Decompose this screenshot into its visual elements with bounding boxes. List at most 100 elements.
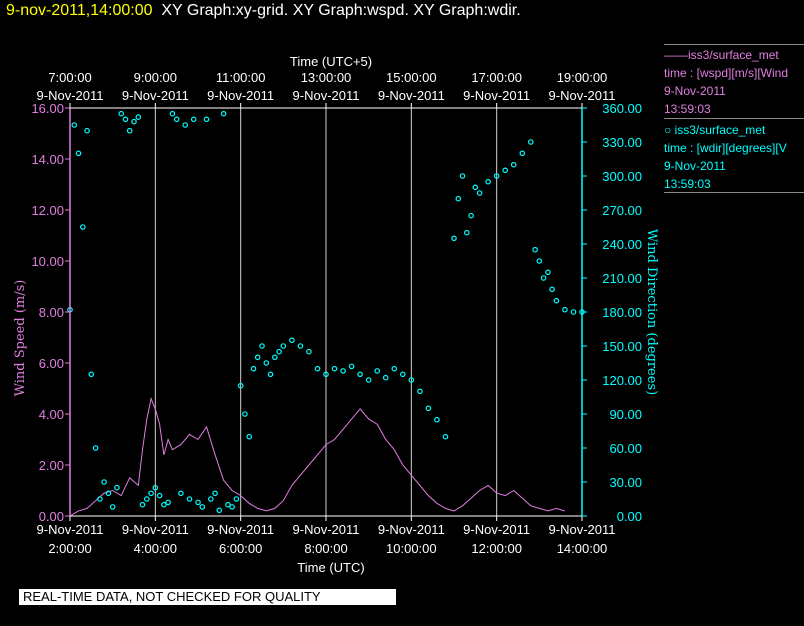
wdir-point	[532, 246, 538, 253]
left-tick-label: 14.00	[31, 152, 64, 167]
wdir-point	[199, 504, 206, 510]
bottom-tick-date: 9-Nov-2011	[37, 522, 104, 537]
legend-line-marker: ——	[664, 48, 688, 62]
bottom-tick-time: 10:00:00	[386, 541, 437, 556]
wspd-line	[69, 397, 566, 517]
right-tick-label: 270.00	[602, 203, 642, 218]
legend-circle-marker: ○	[664, 123, 675, 137]
wdir-series	[67, 110, 585, 514]
legend-wspd-name: iss3/surface_met	[688, 48, 779, 62]
wdir-point	[126, 127, 133, 134]
wdir-point	[463, 229, 470, 236]
wdir-point	[118, 110, 125, 117]
wdir-point	[152, 484, 159, 491]
wdir-point	[391, 365, 398, 372]
wdir-point	[101, 479, 107, 485]
wdir-point	[229, 504, 235, 510]
top-tick-date: 9-Nov-2011	[378, 88, 445, 103]
wdir-point	[220, 110, 227, 117]
wdir-point	[485, 178, 491, 185]
wdir-point	[374, 368, 381, 374]
legend-wdir-name: iss3/surface_met	[674, 123, 766, 137]
wdir-point	[267, 371, 274, 378]
wdir-point	[212, 490, 218, 497]
legend-separator	[664, 44, 804, 45]
bottom-axis-ticks: 9-Nov-2011 2:00:00 9-Nov-2011 4:00:00 9-Nov-…	[37, 516, 616, 556]
wdir-point	[75, 150, 82, 157]
wdir-point	[161, 501, 167, 508]
wdir-point	[233, 496, 240, 502]
wdir-point	[382, 374, 389, 381]
wdir-point	[476, 190, 483, 196]
wdir-point	[553, 297, 560, 304]
legend-entry-wdir: ○ iss3/surface_met time : [wdir][degrees…	[664, 121, 804, 193]
right-axis-ticks: 0.00 30.00 60.00 90.00 120.00 150.00 180.00 210…	[582, 101, 642, 524]
wdir-point	[139, 501, 146, 508]
wdir-point	[527, 139, 534, 145]
wdir-point	[88, 371, 95, 378]
wdir-point	[186, 496, 193, 502]
wdir-point	[97, 496, 103, 502]
wdir-point	[408, 377, 415, 383]
right-axis-label: Wind Direction (degrees)	[644, 229, 659, 395]
right-tick-label: 30.00	[609, 475, 642, 490]
right-tick-label: 150.00	[602, 339, 642, 354]
wdir-point	[297, 343, 304, 349]
legend-separator	[664, 192, 804, 193]
bottom-tick-date: 9-Nov-2011	[549, 522, 616, 537]
top-tick-date: 9-Nov-2011	[463, 88, 530, 103]
legend-wspd-date: 9-Nov-2011	[664, 84, 726, 98]
wdir-point	[190, 116, 197, 123]
top-tick-time: 11:00:00	[216, 70, 266, 85]
header-timestamp: 9-nov-2011,14:00:00	[6, 2, 153, 19]
wdir-point	[434, 416, 440, 423]
wdir-point	[289, 337, 295, 344]
wdir-point	[510, 161, 517, 168]
legend-entry-wspd: ——iss3/surface_met time : [wspd][m/s][Wi…	[664, 46, 804, 118]
legend-wdir-date: 9-Nov-2011	[664, 159, 726, 173]
left-tick-label: 8.00	[39, 305, 64, 320]
wdir-point	[536, 258, 543, 264]
top-tick-date: 9-Nov-2011	[37, 88, 104, 103]
wdir-point	[71, 122, 78, 128]
top-tick-time: 9:00:00	[134, 70, 177, 85]
wdir-point	[323, 371, 329, 378]
top-tick-time: 19:00:00	[557, 70, 608, 85]
top-tick-time: 15:00:00	[386, 70, 437, 85]
right-tick-label: 0.00	[617, 509, 642, 524]
left-axis-ticks: 0.00 2.00 4.00 6.00 8.00 10.00 12.00 14.00 16.00	[31, 101, 70, 524]
legend-wspd-time: 13:59:03	[664, 102, 711, 116]
bottom-tick-time: 4:00:00	[134, 541, 177, 556]
legend-wspd-desc: time : [wspd][m/s][Wind	[664, 66, 789, 80]
right-tick-label: 300.00	[602, 169, 642, 184]
right-tick-label: 330.00	[602, 135, 642, 150]
wdir-point	[242, 411, 248, 417]
wdir-point	[276, 348, 282, 355]
quality-warning: REAL-TIME DATA, NOT CHECKED FOR QUALITY	[19, 589, 396, 605]
bottom-tick-date: 9-Nov-2011	[122, 522, 189, 537]
wdir-point	[472, 184, 479, 191]
wdir-point	[246, 433, 253, 440]
wdir-point	[131, 118, 137, 125]
top-tick-date: 9-Nov-2011	[293, 88, 360, 103]
header-title: 9-nov-2011,14:00:00 XY Graph:xy-grid. XY…	[6, 2, 521, 20]
wdir-point	[468, 212, 474, 219]
bottom-tick-time: 8:00:00	[304, 541, 347, 556]
wdir-point	[280, 343, 287, 349]
wdir-point	[442, 433, 449, 440]
wdir-point	[545, 269, 551, 276]
wdir-point	[493, 173, 500, 179]
wdir-point	[331, 365, 338, 372]
wdir-point	[135, 114, 142, 120]
left-tick-label: 6.00	[39, 356, 64, 371]
wdir-point	[173, 116, 180, 123]
right-tick-label: 360.00	[602, 101, 642, 116]
wdir-point	[216, 507, 223, 514]
right-tick-label: 180.00	[602, 305, 642, 320]
wdir-point	[105, 490, 112, 497]
wdir-point	[195, 499, 201, 506]
wdir-point	[178, 490, 184, 497]
top-tick-time: 7:00:00	[48, 70, 91, 85]
bottom-tick-time: 14:00:00	[557, 541, 608, 556]
